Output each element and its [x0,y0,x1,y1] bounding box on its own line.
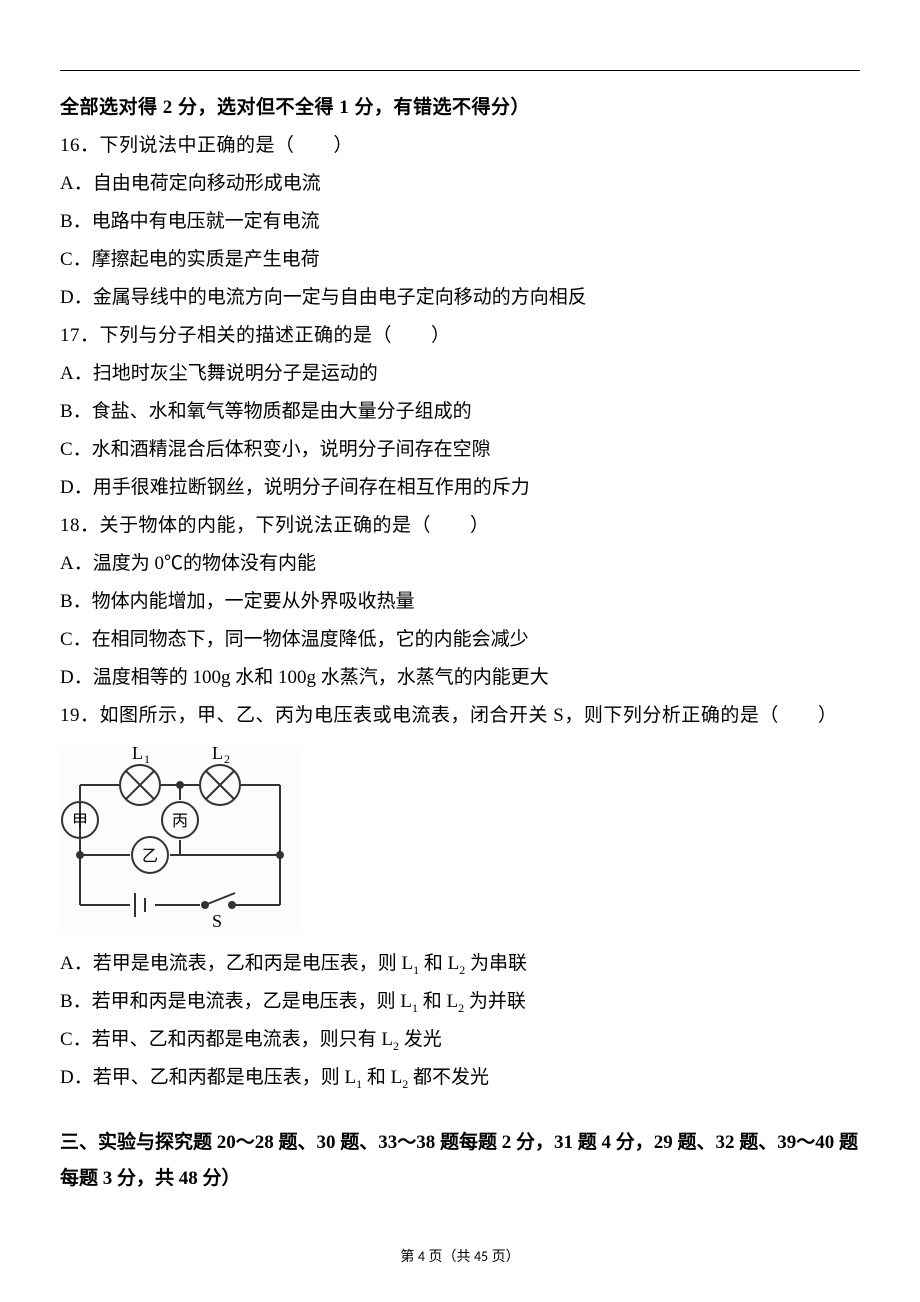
q16-opt-d: D．金属导线中的电流方向一定与自由电子定向移动的方向相反 [60,279,860,317]
svg-text:甲: 甲 [72,813,88,830]
circuit-figure: L 1 L 2 甲 乙 丙 S [60,745,300,935]
svg-text:1: 1 [144,752,150,766]
top-rule [60,70,860,71]
svg-text:乙: 乙 [142,848,158,865]
q18-stem: 18．关于物体的内能，下列说法正确的是（ ） [60,507,860,545]
q16-stem: 16．下列说法中正确的是（ ） [60,127,860,165]
q16-opt-b: B．电路中有电压就一定有电流 [60,203,860,241]
q16-opt-c: C．摩擦起电的实质是产生电荷 [60,241,860,279]
q19-stem: 19．如图所示，甲、乙、丙为电压表或电流表，闭合开关 S，则下列分析正确的是（ … [60,697,860,735]
svg-text:丙: 丙 [172,813,188,830]
svg-text:2: 2 [224,752,230,766]
q18-opt-c: C．在相同物态下，同一物体温度降低，它的内能会减少 [60,621,860,659]
q19-opt-a: A．若甲是电流表，乙和丙是电压表，则 L1 和 L2 为串联 [60,945,860,983]
q17-stem: 17．下列与分子相关的描述正确的是（ ） [60,317,860,355]
svg-text:S: S [212,911,222,931]
q16-opt-a: A．自由电荷定向移动形成电流 [60,165,860,203]
q17-opt-c: C．水和酒精混合后体积变小，说明分子间存在空隙 [60,431,860,469]
q18-opt-a: A．温度为 0℃的物体没有内能 [60,545,860,583]
scoring-instruction: 全部选对得 2 分，选对但不全得 1 分，有错选不得分） [60,89,860,127]
page-footer: 第 4 页（共 45 页） [0,1246,920,1266]
q17-opt-a: A．扫地时灰尘飞舞说明分子是运动的 [60,355,860,393]
section-3-title: 三、实验与探究题 20～28 题、30 题、33～38 题每题 2 分，31 题… [60,1125,860,1197]
q19-opt-d: D．若甲、乙和丙都是电压表，则 L1 和 L2 都不发光 [60,1059,860,1097]
q17-opt-b: B．食盐、水和氧气等物质都是由大量分子组成的 [60,393,860,431]
exam-page: 全部选对得 2 分，选对但不全得 1 分，有错选不得分） 16．下列说法中正确的… [0,0,920,1302]
q19-opt-b: B．若甲和丙是电流表，乙是电压表，则 L1 和 L2 为并联 [60,983,860,1021]
q17-opt-d: D．用手很难拉断钢丝，说明分子间存在相互作用的斥力 [60,469,860,507]
q19-opt-c: C．若甲、乙和丙都是电流表，则只有 L2 发光 [60,1021,860,1059]
q18-opt-b: B．物体内能增加，一定要从外界吸收热量 [60,583,860,621]
svg-text:L: L [212,745,223,763]
q18-opt-d: D．温度相等的 100g 水和 100g 水蒸汽，水蒸气的内能更大 [60,659,860,697]
svg-text:L: L [132,745,143,763]
